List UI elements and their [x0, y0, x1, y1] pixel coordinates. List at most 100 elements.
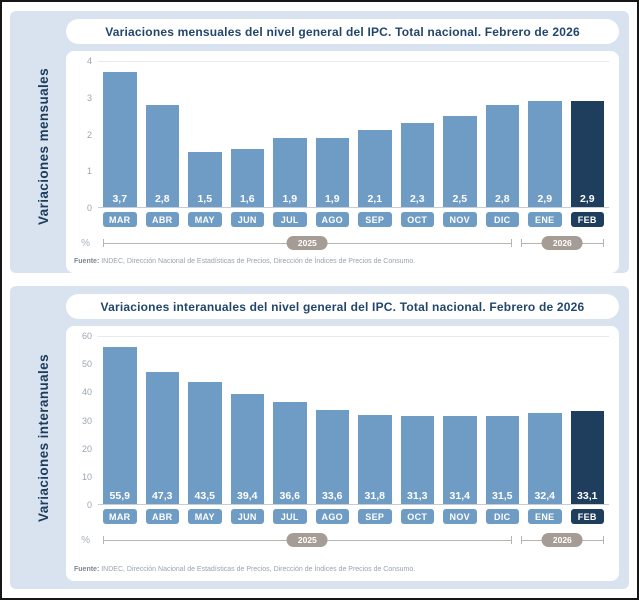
axis-spacer [72, 505, 98, 524]
bar-value-label: 39,4 [237, 490, 258, 502]
bar-column: 2,9 [528, 61, 562, 207]
month-badge-feb: FEB [570, 509, 604, 524]
bar-value-label: 43,5 [194, 490, 215, 502]
side-label: Variaciones interanuales [20, 294, 66, 581]
bar-jul: 1,9 [273, 137, 307, 207]
year-bracket-2026: 2026 [520, 533, 604, 547]
bar-value-label: 2,9 [537, 193, 553, 205]
source-note: Fuente: INDEC, Dirección Nacional de Est… [72, 251, 609, 269]
y-tick-label: 20 [81, 443, 92, 454]
bar-column: 2,5 [443, 61, 477, 207]
bar-column: 2,8 [145, 61, 179, 207]
bar-column: 3,7 [103, 61, 137, 207]
bar-value-label: 33,1 [577, 490, 598, 502]
bar-abr: 2,8 [145, 104, 179, 207]
month-badge-jun: JUN [230, 212, 264, 227]
bars: 55,9 47,3 43,5 39,4 36,6 33,6 31,8 31,3 31,4 31,5… [98, 336, 609, 504]
bar-value-label: 1,6 [239, 193, 255, 205]
source-label: Fuente: [74, 258, 100, 265]
bar-column: 31,8 [358, 336, 392, 504]
bar-column: 31,3 [400, 336, 434, 504]
bar-column: 43,5 [188, 336, 222, 504]
month-badge-may: MAY [188, 212, 222, 227]
bar-column: 2,8 [485, 61, 519, 207]
bar-value-label: 32,4 [534, 490, 555, 502]
month-badge-oct: OCT [400, 212, 434, 227]
source-label: Fuente: [74, 566, 100, 573]
bar-column: 55,9 [103, 336, 137, 504]
y-tick-label: 0 [86, 500, 92, 510]
yearly-variation-panel: Variaciones interanuales del nivel gener… [10, 286, 629, 589]
y-tick-label: 50 [81, 359, 92, 370]
month-badge-ene: ENE [528, 212, 562, 227]
y-tick-label: 0 [86, 203, 92, 213]
bar-value-label: 55,9 [109, 490, 130, 502]
axis-spacer [72, 208, 98, 227]
month-badge-jun: JUN [230, 509, 264, 524]
bar-jun: 1,6 [230, 148, 264, 207]
unit-label: % [81, 534, 90, 546]
bar-nov: 31,4 [443, 416, 477, 504]
bar-value-label: 31,3 [407, 490, 428, 502]
badges-row: MAR ABR MAY JUN JUL AGO SEP OCT NOV DIC ENE FEB [72, 505, 609, 524]
bar-nov: 2,5 [443, 115, 477, 207]
month-badge-abr: ABR [145, 509, 179, 524]
bar-column: 33,6 [315, 336, 349, 504]
bar-jul: 36,6 [273, 401, 307, 504]
side-label-text: Variaciones interanuales [35, 353, 51, 522]
bar-oct: 31,3 [400, 416, 434, 504]
bar-column: 47,3 [145, 336, 179, 504]
month-badge-nov: NOV [443, 509, 477, 524]
y-tick-label: 3 [86, 92, 92, 103]
year-bracket-2025: 2025 [103, 533, 512, 547]
month-badge-ene: ENE [528, 509, 562, 524]
bar-mar: 3,7 [103, 71, 137, 207]
month-badge-jul: JUL [273, 509, 307, 524]
bar-column: 31,4 [443, 336, 477, 504]
bar-value-label: 2,3 [409, 193, 425, 205]
bar-ene: 2,9 [528, 101, 562, 207]
month-badge-dic: DIC [485, 212, 519, 227]
month-badge-ago: AGO [315, 212, 349, 227]
bar-value-label: 2,8 [154, 193, 170, 205]
month-badge-sep: SEP [358, 212, 392, 227]
bar-ago: 1,9 [315, 137, 349, 207]
bar-value-label: 2,9 [579, 193, 595, 205]
unit-label: % [81, 237, 90, 249]
month-badge-jul: JUL [273, 212, 307, 227]
bar-mar: 55,9 [103, 347, 137, 504]
y-axis: 0 10 20 30 40 50 60 [72, 331, 98, 510]
bar-column: 2,9 [570, 61, 604, 207]
bar-column: 1,6 [230, 61, 264, 207]
bar-column: 31,5 [485, 336, 519, 504]
month-badges: MAR ABR MAY JUN JUL AGO SEP OCT NOV DIC ENE FEB [98, 509, 609, 524]
year-row: % 2025 2026 [72, 235, 609, 251]
bar-column: 33,1 [570, 336, 604, 504]
bar-column: 32,4 [528, 336, 562, 504]
year-pill: 2025 [286, 236, 328, 250]
source-note: Fuente: INDEC, Dirección Nacional de Est… [72, 559, 609, 577]
month-badge-may: MAY [188, 509, 222, 524]
bar-value-label: 31,5 [492, 490, 513, 502]
bar-sep: 31,8 [358, 414, 392, 504]
month-badge-oct: OCT [400, 509, 434, 524]
y-axis: 0 1 2 3 4 [72, 56, 98, 213]
year-row: % 2025 2026 [72, 532, 609, 548]
bar-value-label: 1,5 [197, 193, 213, 205]
month-badges: MAR ABR MAY JUN JUL AGO SEP OCT NOV DIC ENE FEB [98, 212, 609, 227]
month-badge-mar: MAR [103, 212, 137, 227]
bar-jun: 39,4 [230, 393, 264, 504]
bars: 3,7 2,8 1,5 1,6 1,9 1,9 2,1 2,3 2,5 2,8 2,9 2,9 [98, 61, 609, 207]
bar-dic: 31,5 [485, 415, 519, 504]
year-pill: 2026 [541, 533, 583, 547]
y-tick-label: 1 [86, 166, 92, 177]
month-badge-mar: MAR [103, 509, 137, 524]
y-tick-label: 10 [81, 471, 92, 482]
side-label: Variaciones mensuales [20, 19, 66, 273]
month-badge-sep: SEP [358, 509, 392, 524]
bar-value-label: 31,4 [449, 490, 470, 502]
month-badge-nov: NOV [443, 212, 477, 227]
bar-may: 43,5 [188, 382, 222, 504]
badges-row: MAR ABR MAY JUN JUL AGO SEP OCT NOV DIC ENE FEB [72, 208, 609, 227]
bar-ago: 33,6 [315, 409, 349, 504]
